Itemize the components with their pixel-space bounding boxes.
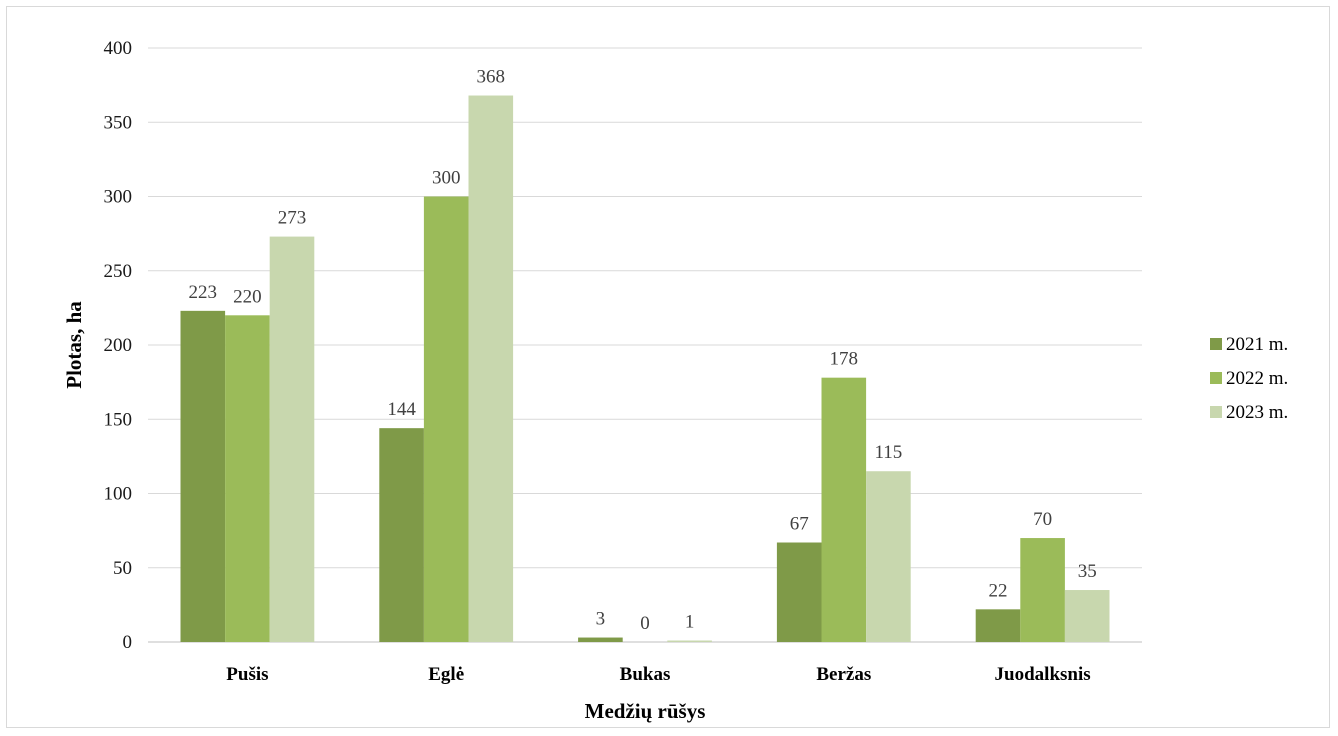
bar bbox=[975, 609, 1021, 642]
bar bbox=[821, 377, 867, 642]
y-axis-title: Plotas, ha bbox=[62, 301, 86, 389]
bar bbox=[423, 196, 469, 642]
y-tick-label: 300 bbox=[104, 187, 133, 208]
y-tick-label: 0 bbox=[123, 632, 133, 653]
bar bbox=[776, 542, 822, 642]
bar bbox=[225, 315, 270, 642]
data-label: 70 bbox=[1033, 509, 1052, 530]
x-tick-label: Pušis bbox=[226, 664, 268, 685]
data-label: 273 bbox=[278, 208, 307, 229]
y-tick-label: 50 bbox=[113, 558, 132, 579]
bar bbox=[578, 637, 623, 642]
data-label: 220 bbox=[233, 286, 262, 307]
data-label: 3 bbox=[596, 609, 606, 630]
y-tick-label: 400 bbox=[104, 38, 133, 59]
y-tick-label: 150 bbox=[104, 409, 133, 430]
data-label: 144 bbox=[387, 399, 416, 420]
y-tick-label: 350 bbox=[104, 112, 133, 133]
y-tick-label: 250 bbox=[104, 261, 133, 282]
data-label: 300 bbox=[432, 168, 461, 189]
bar bbox=[269, 236, 315, 642]
x-tick-label: Bukas bbox=[620, 664, 671, 685]
data-label: 1 bbox=[685, 612, 695, 633]
data-label: 22 bbox=[989, 580, 1008, 601]
legend-swatch bbox=[1210, 406, 1222, 418]
bar bbox=[667, 640, 712, 642]
legend-label: 2022 m. bbox=[1226, 368, 1288, 389]
bar bbox=[379, 428, 424, 642]
x-tick-label: Juodalksnis bbox=[995, 664, 1091, 685]
data-label: 0 bbox=[640, 613, 650, 634]
data-label: 368 bbox=[477, 67, 506, 88]
data-label: 223 bbox=[189, 282, 218, 303]
y-tick-label: 200 bbox=[104, 335, 133, 356]
x-axis-title: Medžių rūšys bbox=[585, 699, 706, 723]
legend-swatch bbox=[1210, 372, 1222, 384]
data-label: 178 bbox=[830, 349, 859, 370]
legend-label: 2023 m. bbox=[1226, 402, 1288, 423]
bar bbox=[1020, 538, 1065, 642]
data-label: 35 bbox=[1078, 561, 1097, 582]
x-tick-label: Beržas bbox=[816, 664, 871, 685]
legend-swatch bbox=[1210, 338, 1222, 350]
y-tick-label: 100 bbox=[104, 484, 133, 505]
data-label: 115 bbox=[875, 442, 903, 463]
bar bbox=[468, 95, 514, 642]
x-tick-label: Eglė bbox=[428, 664, 464, 685]
bar bbox=[180, 310, 226, 642]
bar bbox=[866, 471, 911, 642]
data-label: 67 bbox=[790, 514, 809, 535]
legend-label: 2021 m. bbox=[1226, 334, 1288, 355]
bar bbox=[1064, 590, 1110, 642]
